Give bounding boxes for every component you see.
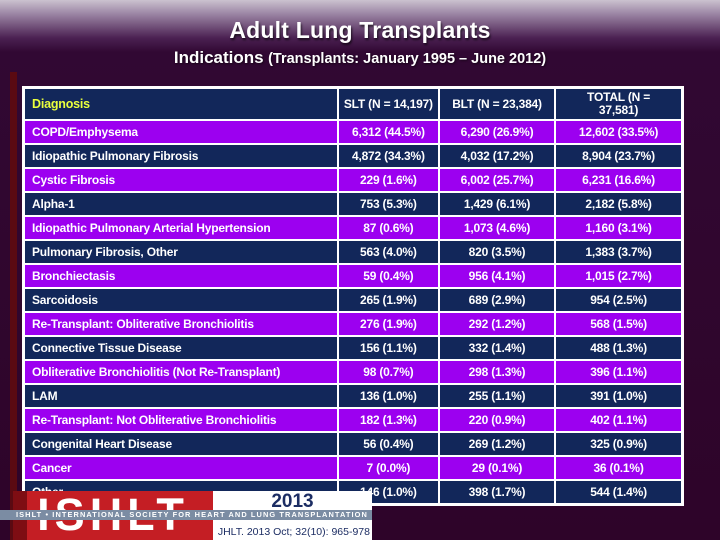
- slt-cell: 136 (1.0%): [336, 383, 440, 409]
- table-row: Obliterative Bronchiolitis (Not Re-Trans…: [22, 359, 684, 385]
- table-row: Congenital Heart Disease 56 (0.4%) 269 (…: [22, 431, 684, 457]
- diagnosis-cell: COPD/Emphysema: [22, 119, 339, 145]
- blt-cell: 689 (2.9%): [437, 287, 557, 313]
- column-header-slt: SLT (N = 14,197): [336, 86, 440, 121]
- total-cell: 1,160 (3.1%): [554, 215, 684, 241]
- citation-text: JHLT. 2013 Oct; 32(10): 965-978: [217, 526, 370, 538]
- table-row: LAM 136 (1.0%) 255 (1.1%) 391 (1.0%): [22, 383, 684, 409]
- total-cell: 1,383 (3.7%): [554, 239, 684, 265]
- blt-cell: 6,290 (26.9%): [437, 119, 557, 145]
- blt-cell: 220 (0.9%): [437, 407, 557, 433]
- table-row: Idiopathic Pulmonary Fibrosis 4,872 (34.…: [22, 143, 684, 169]
- total-cell: 2,182 (5.8%): [554, 191, 684, 217]
- table-row: Cystic Fibrosis 229 (1.6%) 6,002 (25.7%)…: [22, 167, 684, 193]
- blt-cell: 398 (1.7%): [437, 479, 557, 506]
- total-cell: 36 (0.1%): [554, 455, 684, 481]
- column-header-diagnosis: Diagnosis: [22, 86, 339, 121]
- slt-cell: 156 (1.1%): [336, 335, 440, 361]
- table-row: Alpha-1 753 (5.3%) 1,429 (6.1%) 2,182 (5…: [22, 191, 684, 217]
- total-cell: 488 (1.3%): [554, 335, 684, 361]
- table-row: Bronchiectasis 59 (0.4%) 956 (4.1%) 1,01…: [22, 263, 684, 289]
- blt-cell: 332 (1.4%): [437, 335, 557, 361]
- total-cell: 391 (1.0%): [554, 383, 684, 409]
- table-header-row: Diagnosis SLT (N = 14,197) BLT (N = 23,3…: [22, 86, 684, 121]
- slt-cell: 276 (1.9%): [336, 311, 440, 337]
- slt-cell: 182 (1.3%): [336, 407, 440, 433]
- slt-cell: 87 (0.6%): [336, 215, 440, 241]
- slt-cell: 563 (4.0%): [336, 239, 440, 265]
- blt-cell: 298 (1.3%): [437, 359, 557, 385]
- ishlt-society-band: ISHLT • INTERNATIONAL SOCIETY FOR HEART …: [0, 510, 372, 520]
- table-row: Re-Transplant: Obliterative Bronchioliti…: [22, 311, 684, 337]
- table-row: Idiopathic Pulmonary Arterial Hypertensi…: [22, 215, 684, 241]
- diagnosis-cell: Bronchiectasis: [22, 263, 339, 289]
- slt-cell: 265 (1.9%): [336, 287, 440, 313]
- diagnosis-cell: Congenital Heart Disease: [22, 431, 339, 457]
- total-cell: 396 (1.1%): [554, 359, 684, 385]
- diagnosis-cell: Cancer: [22, 455, 339, 481]
- blt-cell: 956 (4.1%): [437, 263, 557, 289]
- total-cell: 8,904 (23.7%): [554, 143, 684, 169]
- blt-cell: 269 (1.2%): [437, 431, 557, 457]
- subtitle-dates: (Transplants: January 1995 – June 2012): [268, 51, 547, 67]
- slt-cell: 6,312 (44.5%): [336, 119, 440, 145]
- diagnosis-cell: Re-Transplant: Obliterative Bronchioliti…: [22, 311, 339, 337]
- blt-cell: 1,429 (6.1%): [437, 191, 557, 217]
- blt-cell: 255 (1.1%): [437, 383, 557, 409]
- diagnosis-cell: Obliterative Bronchiolitis (Not Re-Trans…: [22, 359, 339, 385]
- indications-table-wrap: Diagnosis SLT (N = 14,197) BLT (N = 23,3…: [22, 86, 684, 506]
- logo-year: 2013: [271, 491, 314, 512]
- total-cell: 12,602 (33.5%): [554, 119, 684, 145]
- diagnosis-cell: Sarcoidosis: [22, 287, 339, 313]
- table-row: Connective Tissue Disease 156 (1.1%) 332…: [22, 335, 684, 361]
- slt-cell: 753 (5.3%): [336, 191, 440, 217]
- blt-cell: 29 (0.1%): [437, 455, 557, 481]
- total-cell: 954 (2.5%): [554, 287, 684, 313]
- slt-cell: 56 (0.4%): [336, 431, 440, 457]
- slt-cell: 7 (0.0%): [336, 455, 440, 481]
- total-cell: 325 (0.9%): [554, 431, 684, 457]
- blt-cell: 820 (3.5%): [437, 239, 557, 265]
- diagnosis-cell: Connective Tissue Disease: [22, 335, 339, 361]
- diagnosis-cell: Re-Transplant: Not Obliterative Bronchio…: [22, 407, 339, 433]
- total-cell: 568 (1.5%): [554, 311, 684, 337]
- slt-cell: 4,872 (34.3%): [336, 143, 440, 169]
- blt-cell: 1,073 (4.6%): [437, 215, 557, 241]
- table-row: Cancer 7 (0.0%) 29 (0.1%) 36 (0.1%): [22, 455, 684, 481]
- column-header-total-line1: TOTAL (N =: [587, 90, 651, 104]
- slt-cell: 59 (0.4%): [336, 263, 440, 289]
- total-cell: 544 (1.4%): [554, 479, 684, 506]
- subtitle-lead: Indications: [173, 48, 264, 67]
- diagnosis-cell: Pulmonary Fibrosis, Other: [22, 239, 339, 265]
- diagnosis-cell: LAM: [22, 383, 339, 409]
- total-cell: 1,015 (2.7%): [554, 263, 684, 289]
- diagnosis-cell: Idiopathic Pulmonary Arterial Hypertensi…: [22, 215, 339, 241]
- blt-cell: 4,032 (17.2%): [437, 143, 557, 169]
- table-row: Re-Transplant: Not Obliterative Bronchio…: [22, 407, 684, 433]
- diagnosis-cell: Cystic Fibrosis: [22, 167, 339, 193]
- indications-table: Diagnosis SLT (N = 14,197) BLT (N = 23,3…: [22, 86, 684, 506]
- slide-subtitle: Indications (Transplants: January 1995 –…: [0, 48, 720, 68]
- diagnosis-cell: Alpha-1: [22, 191, 339, 217]
- slt-cell: 229 (1.6%): [336, 167, 440, 193]
- total-cell: 6,231 (16.6%): [554, 167, 684, 193]
- slt-cell: 98 (0.7%): [336, 359, 440, 385]
- total-cell: 402 (1.1%): [554, 407, 684, 433]
- left-accent-bar: [10, 72, 17, 540]
- slide-title: Adult Lung Transplants: [229, 17, 491, 43]
- column-header-total: TOTAL (N = 37,581): [554, 86, 684, 121]
- blt-cell: 6,002 (25.7%): [437, 167, 557, 193]
- column-header-total-line2: 37,581): [598, 103, 639, 117]
- diagnosis-cell: Idiopathic Pulmonary Fibrosis: [22, 143, 339, 169]
- column-header-blt: BLT (N = 23,384): [437, 86, 557, 121]
- blt-cell: 292 (1.2%): [437, 311, 557, 337]
- table-row: COPD/Emphysema 6,312 (44.5%) 6,290 (26.9…: [22, 119, 684, 145]
- table-row: Pulmonary Fibrosis, Other 563 (4.0%) 820…: [22, 239, 684, 265]
- table-row: Sarcoidosis 265 (1.9%) 689 (2.9%) 954 (2…: [22, 287, 684, 313]
